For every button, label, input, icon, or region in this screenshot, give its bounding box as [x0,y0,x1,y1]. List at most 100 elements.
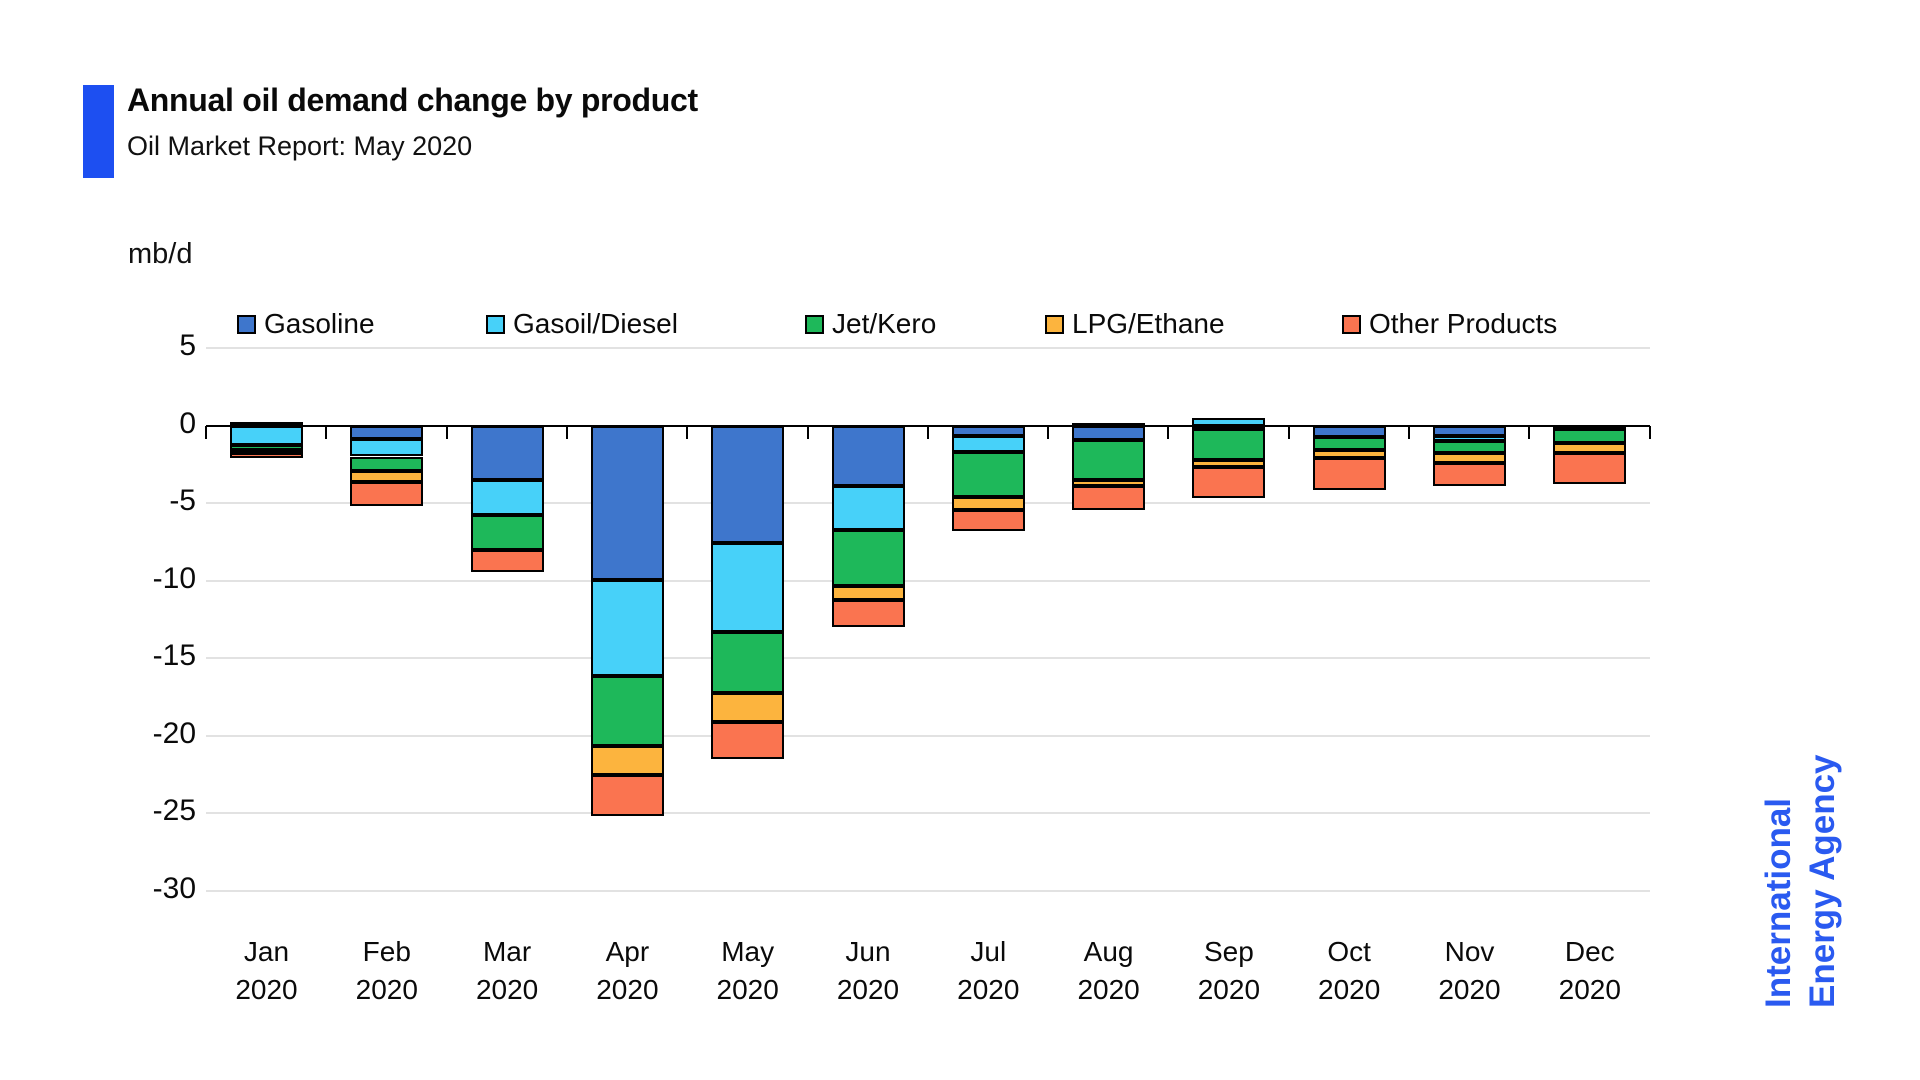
x-tick-label-sep: Sep 2020 [1169,933,1289,1009]
legend-swatch-gasoline [237,314,256,334]
x-tick-label-nov: Nov 2020 [1410,933,1530,1009]
x-tick-year: 2020 [1318,974,1381,1005]
title-accent-bar [83,85,114,178]
bar-segment-jul-jet_kero [951,451,1025,497]
bar-segment-sep-gasoline [1192,425,1266,430]
bar-segment-jun-lpg_ethane [831,585,905,600]
legend-item-other_products: Other Products [1342,308,1557,340]
x-tick-label-apr: Apr 2020 [567,933,687,1009]
bar-segment-jan-jet_kero [230,444,303,450]
bar-segment-may-lpg_ethane [711,692,785,723]
bar-segment-may-jet_kero [711,632,785,693]
x-axis-tick [565,425,568,439]
bar-segment-aug-gasoline [1072,425,1146,441]
bar-segment-sep-other_products [1192,466,1266,499]
gridline-y--5 [206,502,1650,504]
iea-logo-text: International Energy Agency [1757,754,1845,1008]
y-tick-label-5: 5 [179,329,196,362]
bar-segment-jan-lpg_ethane [230,449,303,454]
x-tick-year: 2020 [716,974,779,1005]
chart-title: Annual oil demand change by product [127,82,698,118]
bar-segment-apr-other_products [590,775,664,817]
bar-segment-jun-other_products [831,599,905,627]
bar-segment-apr-lpg_ethane [590,746,664,776]
x-tick-label-may: May 2020 [688,933,808,1009]
iea-logo-line1: International [1759,797,1798,1008]
x-tick-year: 2020 [1438,974,1501,1005]
bar-segment-jul-gasoil_diesel [951,436,1025,452]
bar-segment-mar-other_products [470,549,544,572]
y-axis-unit-label: mb/d [128,238,193,270]
x-tick-month: May [721,936,775,967]
legend-label-gasoline: Gasoline [264,308,375,339]
bar-segment-nov-jet_kero [1433,441,1506,453]
x-tick-year: 2020 [1077,974,1140,1005]
x-tick-label-jan: Jan 2020 [207,933,327,1009]
bar-segment-mar-gasoil_diesel [470,479,544,515]
bar-segment-feb-gasoline [350,425,424,440]
x-tick-year: 2020 [235,974,298,1005]
x-tick-label-dec: Dec 2020 [1530,933,1650,1009]
legend-label-lpg_ethane: LPG/Ethane [1072,308,1225,339]
bar-segment-oct-gasoline [1312,425,1386,438]
x-axis-tick [1408,425,1410,439]
bar-segment-nov-lpg_ethane [1433,452,1506,463]
legend-item-jet_kero: Jet/Kero [805,308,936,340]
bar-segment-sep-lpg_ethane [1192,459,1266,467]
legend-label-other_products: Other Products [1369,308,1558,339]
bar-segment-feb-other_products [350,482,424,507]
x-axis-tick [1287,425,1290,439]
bar-segment-may-other_products [711,722,785,759]
bar-segment-jan-other_products [230,453,303,459]
gridline-y--25 [206,812,1650,814]
x-tick-month: Nov [1444,936,1495,967]
y-tick-label-0: 0 [179,406,196,440]
bar-segment-dec-lpg_ethane [1553,443,1627,453]
legend-swatch-lpg_ethane [1045,314,1064,334]
bar-segment-aug-other_products [1072,485,1146,510]
bar-segment-may-gasoline [711,425,785,543]
bar-segment-mar-jet_kero [470,514,544,550]
chart-subtitle: Oil Market Report: May 2020 [127,131,473,161]
x-axis-tick [1528,425,1531,439]
x-tick-month: Jun [845,936,891,967]
bar-segment-jul-other_products [951,509,1025,531]
bar-segment-mar-gasoline [470,425,544,480]
bar-segment-oct-other_products [1312,458,1386,490]
bar-segment-jun-jet_kero [831,530,905,586]
bar-segment-nov-gasoline [1433,425,1506,437]
bar-segment-sep-gasoil_diesel [1192,417,1266,426]
bar-segment-apr-gasoline [590,425,664,580]
x-axis-tick [445,425,448,439]
bar-segment-aug-lpg_ethane [1072,479,1146,486]
x-tick-year: 2020 [957,974,1020,1005]
x-tick-label-mar: Mar 2020 [447,933,567,1009]
x-tick-month: Feb [362,936,411,967]
legend-item-lpg_ethane: LPG/Ethane [1045,308,1225,340]
gridline-y--15 [206,657,1650,659]
x-axis-tick [325,425,328,439]
x-tick-month: Mar [482,936,532,967]
x-tick-month: Apr [605,936,650,967]
x-tick-label-jul: Jul 2020 [928,933,1048,1009]
legend-swatch-gasoil_diesel [486,314,505,334]
gridline-y--30 [206,889,1650,892]
bar-segment-jun-gasoline [831,425,905,486]
bar-segment-jul-gasoline [951,425,1025,437]
x-tick-month: Jan [243,936,290,967]
y-tick-label--25: -25 [152,794,196,827]
bar-segment-nov-other_products [1433,462,1506,486]
x-tick-month: Sep [1203,936,1254,967]
bar-segment-sep-jet_kero [1192,428,1266,460]
x-axis-tick [1047,425,1050,439]
gridline-y--10 [206,579,1650,582]
x-tick-month: Oct [1327,936,1371,967]
bar-segment-dec-jet_kero [1553,428,1627,444]
gridline-y-5 [206,347,1650,349]
bar-segment-feb-gasoil_diesel [350,439,424,457]
x-tick-year: 2020 [836,974,900,1005]
x-tick-label-oct: Oct 2020 [1289,933,1409,1009]
legend-swatch-jet_kero [805,314,824,334]
x-tick-label-aug: Aug 2020 [1049,933,1169,1009]
